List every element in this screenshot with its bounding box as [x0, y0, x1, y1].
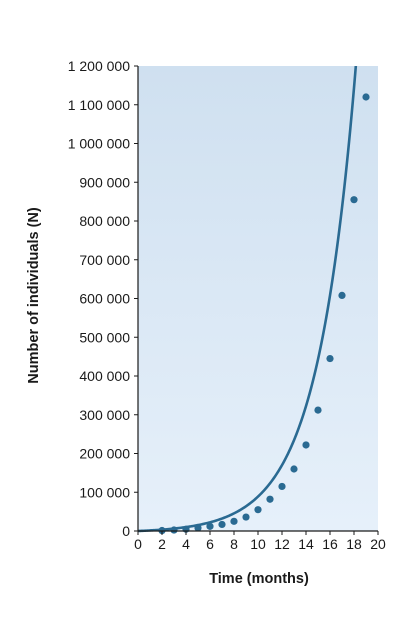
data-point	[194, 524, 202, 532]
data-point	[302, 441, 310, 449]
y-tick-label: 500 000	[79, 329, 130, 345]
y-tick-label: 100 000	[79, 484, 130, 500]
y-tick-label: 700 000	[79, 252, 130, 268]
data-point	[266, 495, 274, 503]
y-tick-label: 600 000	[79, 291, 130, 307]
x-tick-label: 4	[182, 536, 190, 552]
x-tick-label: 6	[206, 536, 214, 552]
x-axis-title: Time (months)	[209, 571, 309, 587]
x-tick-label: 2	[158, 536, 166, 552]
data-point	[170, 526, 178, 534]
x-tick-label: 16	[322, 536, 338, 552]
data-point	[314, 406, 322, 414]
y-axis-title: Number of individuals (N)	[26, 207, 42, 384]
x-tick-label: 8	[230, 536, 238, 552]
y-tick-label: 0	[122, 523, 130, 539]
y-tick-label: 1 000 000	[68, 136, 130, 152]
x-tick-label: 12	[274, 536, 290, 552]
data-point	[350, 196, 358, 204]
data-point	[218, 520, 226, 529]
y-tick-label: 1 200 000	[68, 58, 130, 74]
y-tick-label: 900 000	[79, 174, 130, 190]
x-tick-label: 18	[346, 536, 362, 552]
data-point	[254, 506, 262, 514]
x-tick-label: 20	[370, 536, 386, 552]
data-point	[362, 93, 370, 101]
y-tick-label: 200 000	[79, 446, 130, 462]
y-tick-label: 800 000	[79, 213, 130, 229]
x-tick-label: 14	[298, 536, 314, 552]
plot-area-background	[138, 66, 378, 531]
data-point	[278, 482, 286, 491]
y-tick-label: 400 000	[79, 368, 130, 384]
data-point	[338, 291, 346, 299]
data-point	[242, 513, 250, 521]
data-point	[206, 522, 214, 530]
y-tick-label: 1 100 000	[68, 97, 130, 113]
data-point	[326, 354, 334, 363]
data-point	[290, 465, 298, 473]
x-tick-label: 10	[250, 536, 266, 552]
x-tick-label: 0	[134, 536, 142, 552]
y-tick-label: 300 000	[79, 407, 130, 423]
data-point	[230, 517, 238, 525]
